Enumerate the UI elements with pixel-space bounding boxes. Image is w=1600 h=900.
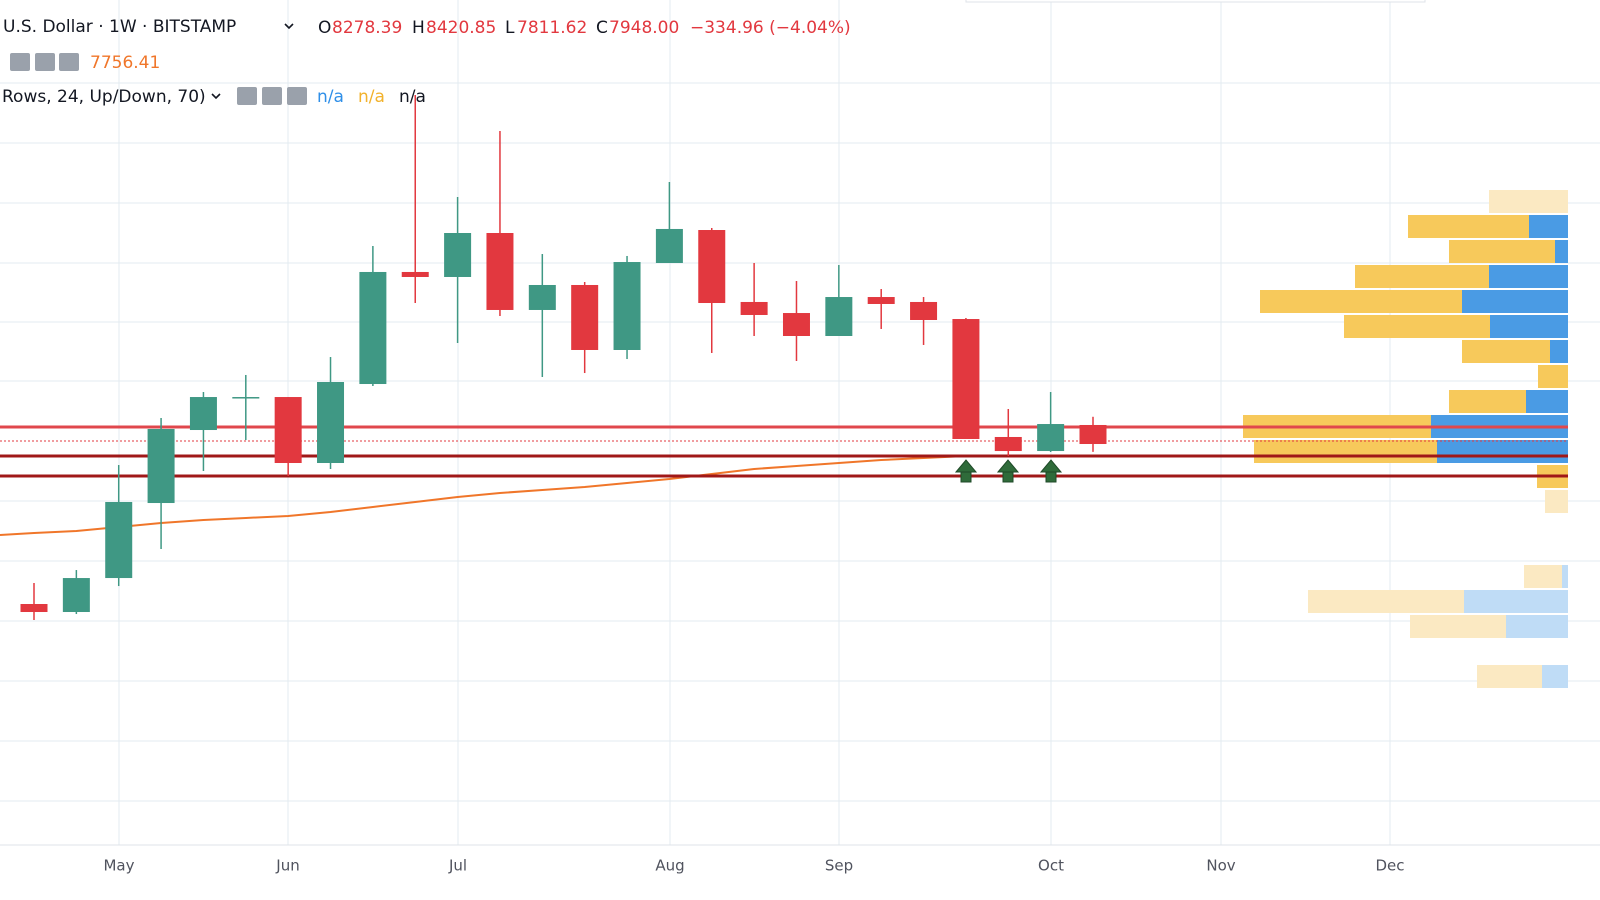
open: 8278.39 <box>332 18 402 38</box>
candle-body <box>782 313 810 336</box>
x-tick-label: Aug <box>655 857 684 875</box>
signals <box>954 459 1063 483</box>
o-key: O <box>318 18 331 38</box>
vertical-grid <box>118 0 1391 845</box>
candle-body <box>401 271 429 277</box>
low: 7811.62 <box>517 18 587 38</box>
profile-buttons[interactable] <box>237 87 307 105</box>
candle-body <box>952 319 980 439</box>
candle-body <box>105 501 133 579</box>
profile-settings: Rows, 24, Up/Down, 70) <box>2 87 206 107</box>
candle-body <box>613 262 641 350</box>
chevron <box>211 93 221 100</box>
candle-body <box>740 301 768 315</box>
candle-body <box>994 436 1022 452</box>
candle-body <box>189 397 217 431</box>
plot <box>0 94 1568 621</box>
candle-body <box>867 297 895 304</box>
candle-body <box>910 301 938 320</box>
x-tick-label: Sep <box>825 857 853 875</box>
candle-body <box>274 397 302 464</box>
popup-edge <box>965 0 1426 3</box>
candle-body <box>698 230 726 304</box>
l-key: L <box>505 18 515 38</box>
symbol: U.S. Dollar · 1W · BITSTAMP <box>3 17 236 37</box>
chevron <box>284 23 294 30</box>
candle-body <box>1079 424 1107 445</box>
close: 7948.00 <box>609 18 679 38</box>
na-down: n/a <box>358 87 385 107</box>
h-key: H <box>412 18 425 38</box>
x-tick-label: Oct <box>1038 857 1064 875</box>
candle-body <box>825 297 853 336</box>
candle-body <box>571 284 599 350</box>
legend: U.S. Dollar · 1W · BITSTAMP O 8278.39 H … <box>2 17 851 107</box>
x-tick-label: Dec <box>1375 857 1404 875</box>
candle-body <box>147 428 175 504</box>
x-tick-label: Jun <box>275 857 299 875</box>
x-tick-label: May <box>103 857 134 875</box>
na-total: n/a <box>399 87 426 107</box>
candle-body <box>62 578 90 613</box>
ma-buttons[interactable] <box>10 53 79 71</box>
moving-average <box>0 454 966 537</box>
candle-body <box>317 382 345 464</box>
candle-body <box>655 228 683 263</box>
na-up: n/a <box>317 87 344 107</box>
candle-body <box>444 233 472 277</box>
high: 8420.85 <box>426 18 496 38</box>
candle-body <box>1037 424 1065 452</box>
candle-body <box>486 233 514 310</box>
candle-body <box>528 284 556 310</box>
ma-value: 7756.41 <box>90 53 160 73</box>
volume-profile <box>1243 190 1568 688</box>
x-tick-label: Nov <box>1206 857 1235 875</box>
change: −334.96 (−4.04%) <box>690 18 851 38</box>
x-tick-label: Jul <box>448 857 467 875</box>
candle-body <box>20 604 48 613</box>
candle-body <box>232 397 260 399</box>
candle-body <box>359 271 387 385</box>
c-key: C <box>596 18 608 38</box>
